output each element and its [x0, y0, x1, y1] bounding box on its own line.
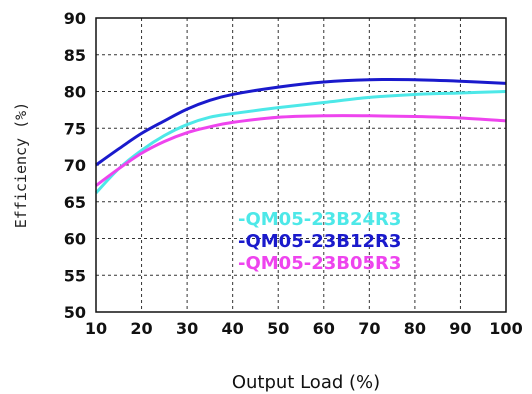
y-tick-label: 50: [64, 303, 86, 322]
legend-entry-2: -QM05-23B05R3: [238, 253, 401, 274]
x-tick-label: 70: [358, 319, 380, 338]
x-tick-label: 30: [176, 319, 198, 338]
y-tick-label: 65: [64, 193, 86, 212]
y-tick-label: 60: [64, 230, 86, 249]
legend: -QM05-23B24R3-QM05-23B12R3-QM05-23B05R3: [238, 209, 401, 274]
y-axis-label: Efficiency (%): [12, 102, 30, 228]
x-tick-label: 40: [222, 319, 244, 338]
y-tick-labels: 50 55 60 65 70 75 80 85 90: [64, 9, 86, 322]
series-line-1: [95, 78, 507, 167]
series-line-2: [95, 114, 507, 187]
x-tick-label: 20: [130, 319, 152, 338]
x-tick-label: 90: [449, 319, 471, 338]
x-tick-label: 60: [313, 319, 335, 338]
y-tick-label: 90: [64, 9, 86, 28]
y-tick-label: 85: [64, 46, 86, 65]
y-tick-label: 80: [64, 83, 86, 102]
legend-entry-1: -QM05-23B12R3: [238, 231, 401, 252]
y-tick-label: 55: [64, 266, 86, 285]
y-tick-label: 75: [64, 119, 86, 138]
x-tick-label: 80: [404, 319, 426, 338]
x-tick-label: 50: [267, 319, 289, 338]
plot-frame: [95, 17, 507, 313]
grid: [96, 18, 506, 312]
x-tick-labels: 10 20 30 40 50 60 70 80 90 100: [85, 319, 523, 338]
x-axis-label: Output Load (%): [232, 372, 380, 393]
x-tick-label: 10: [85, 319, 107, 338]
legend-entry-0: -QM05-23B24R3: [238, 209, 401, 230]
series-line-0: [94, 90, 507, 194]
series-lines: [94, 78, 507, 194]
y-tick-label: 70: [64, 156, 86, 175]
x-tick-label: 100: [489, 319, 522, 338]
